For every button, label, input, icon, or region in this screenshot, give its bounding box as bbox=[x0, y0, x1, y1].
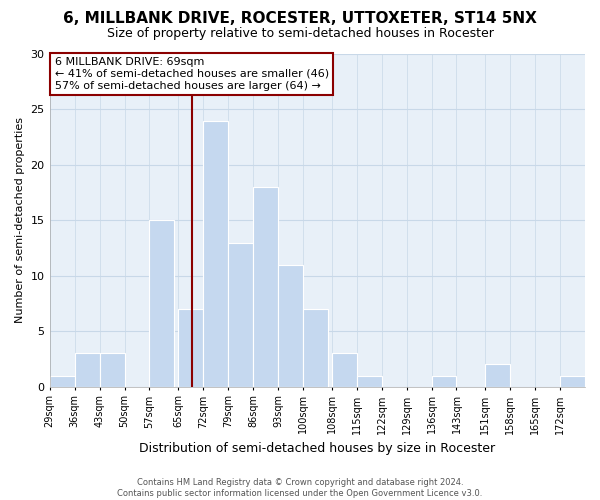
Bar bbox=[203, 120, 228, 386]
Text: 6 MILLBANK DRIVE: 69sqm
← 41% of semi-detached houses are smaller (46)
57% of se: 6 MILLBANK DRIVE: 69sqm ← 41% of semi-de… bbox=[55, 58, 329, 90]
Y-axis label: Number of semi-detached properties: Number of semi-detached properties bbox=[15, 118, 25, 324]
Bar bbox=[356, 376, 382, 386]
Bar bbox=[303, 309, 328, 386]
Bar bbox=[332, 354, 356, 386]
Bar bbox=[178, 309, 203, 386]
Bar bbox=[278, 264, 303, 386]
Bar bbox=[100, 354, 125, 386]
Bar bbox=[74, 354, 100, 386]
Bar bbox=[149, 220, 175, 386]
Bar bbox=[431, 376, 457, 386]
X-axis label: Distribution of semi-detached houses by size in Rocester: Distribution of semi-detached houses by … bbox=[139, 442, 496, 455]
Text: Contains HM Land Registry data © Crown copyright and database right 2024.
Contai: Contains HM Land Registry data © Crown c… bbox=[118, 478, 482, 498]
Text: Size of property relative to semi-detached houses in Rocester: Size of property relative to semi-detach… bbox=[107, 28, 493, 40]
Text: 6, MILLBANK DRIVE, ROCESTER, UTTOXETER, ST14 5NX: 6, MILLBANK DRIVE, ROCESTER, UTTOXETER, … bbox=[63, 11, 537, 26]
Bar bbox=[485, 364, 510, 386]
Bar bbox=[253, 187, 278, 386]
Bar bbox=[50, 376, 74, 386]
Bar bbox=[228, 242, 253, 386]
Bar bbox=[560, 376, 585, 386]
